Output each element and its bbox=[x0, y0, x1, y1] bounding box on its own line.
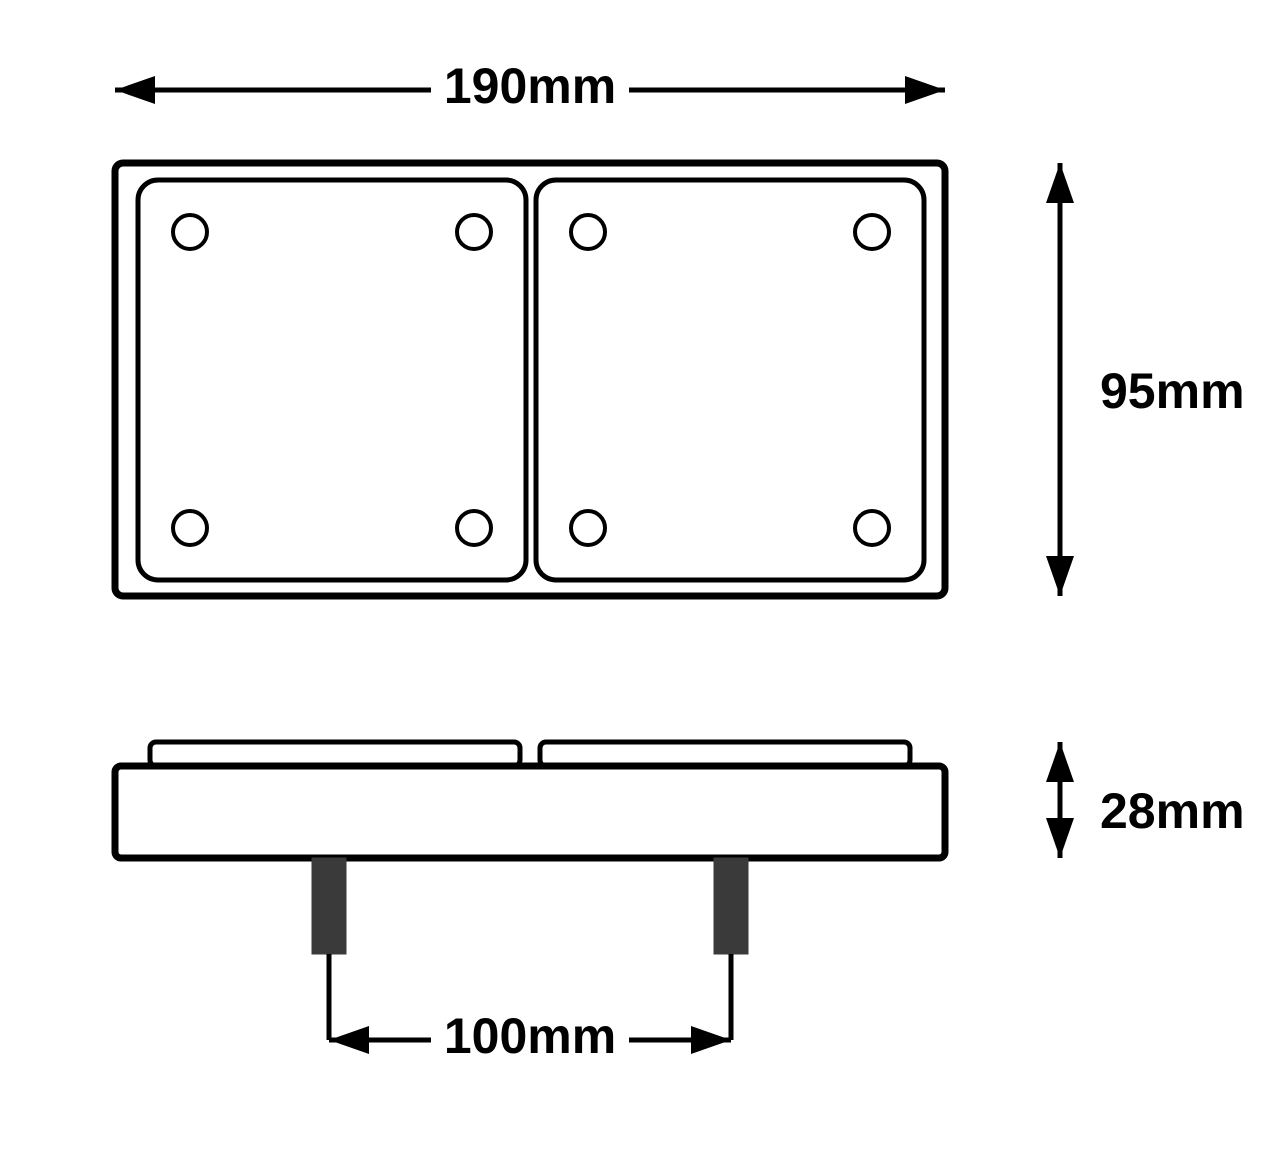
mount-hole bbox=[571, 215, 605, 249]
dim-width-190-label: 190mm bbox=[444, 58, 616, 114]
arrowhead-icon bbox=[1046, 163, 1074, 203]
arrowhead-icon bbox=[329, 1026, 369, 1054]
mounting-post-right bbox=[714, 858, 748, 954]
side-cap-left bbox=[150, 742, 520, 766]
mounting-post-left bbox=[312, 858, 346, 954]
dim-depth-28-label: 28mm bbox=[1100, 783, 1245, 839]
dim-posts-100-label: 100mm bbox=[444, 1008, 616, 1064]
mount-hole bbox=[173, 511, 207, 545]
mount-hole bbox=[571, 511, 605, 545]
mount-hole bbox=[173, 215, 207, 249]
side-cap-right bbox=[540, 742, 910, 766]
dimension-drawing: 190mm 95mm 28mm 100mm bbox=[0, 0, 1280, 1172]
arrowhead-icon bbox=[691, 1026, 731, 1054]
mount-hole bbox=[855, 215, 889, 249]
mount-hole bbox=[457, 511, 491, 545]
dim-height-95-label: 95mm bbox=[1100, 363, 1245, 419]
arrowhead-icon bbox=[905, 76, 945, 104]
arrowhead-icon bbox=[115, 76, 155, 104]
arrowhead-icon bbox=[1046, 818, 1074, 858]
arrowhead-icon bbox=[1046, 742, 1074, 782]
mount-hole bbox=[855, 511, 889, 545]
arrowhead-icon bbox=[1046, 556, 1074, 596]
mount-hole bbox=[457, 215, 491, 249]
side-base bbox=[115, 766, 945, 858]
